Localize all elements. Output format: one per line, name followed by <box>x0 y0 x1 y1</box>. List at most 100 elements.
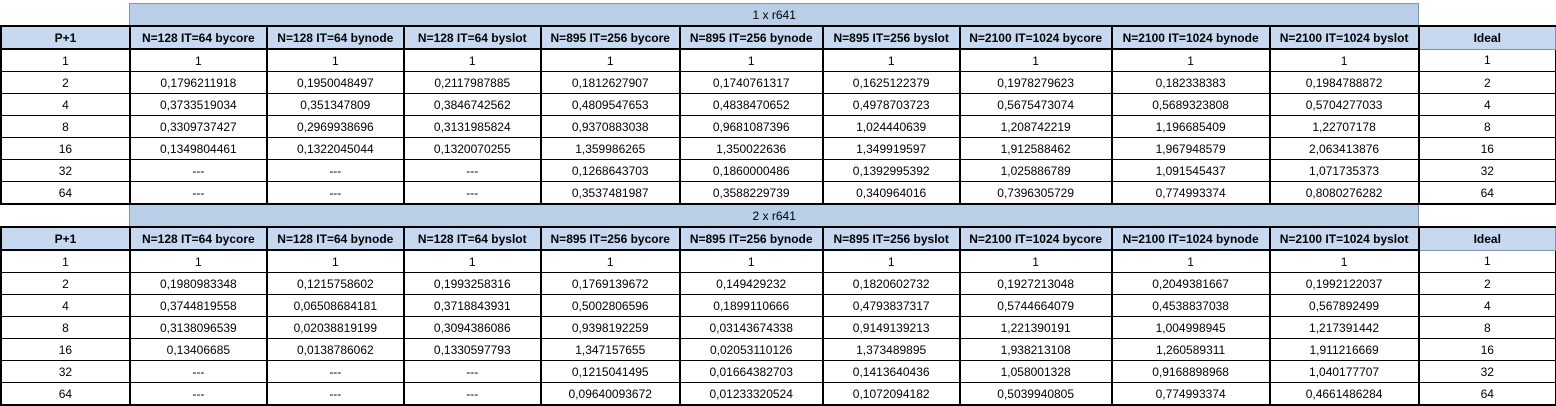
column-header[interactable]: N=895 IT=256 byslot <box>821 226 961 251</box>
value-cell[interactable]: 1,024440639 <box>821 115 961 138</box>
empty-cell[interactable] <box>1418 204 1556 227</box>
value-cell[interactable]: 0,3588229739 <box>678 181 824 205</box>
value-cell[interactable]: --- <box>128 360 268 383</box>
value-cell[interactable]: 0,1625122379 <box>821 71 961 94</box>
value-cell[interactable]: 1,967948579 <box>1110 137 1271 160</box>
value-cell[interactable]: --- <box>402 181 542 205</box>
value-cell[interactable]: 1,221390191 <box>958 316 1113 339</box>
table-title[interactable]: 2 x r641 <box>129 203 1420 227</box>
value-cell[interactable]: 0,5744664079 <box>958 294 1113 317</box>
value-cell[interactable]: 0,2117987885 <box>402 71 542 94</box>
ideal-cell[interactable]: 8 <box>1417 316 1556 339</box>
ideal-cell[interactable]: 1 <box>1417 250 1556 273</box>
value-cell[interactable]: 0,1740761317 <box>678 71 824 94</box>
column-header[interactable]: N=128 IT=64 bynode <box>265 25 405 50</box>
value-cell[interactable]: 1 <box>958 49 1113 72</box>
column-header[interactable]: N=2100 IT=1024 bynode <box>1110 226 1271 251</box>
value-cell[interactable]: 0,4978703723 <box>821 93 961 116</box>
value-cell[interactable]: 0,1349804461 <box>128 137 268 160</box>
value-cell[interactable]: --- <box>128 159 268 182</box>
value-cell[interactable]: 0,06508684181 <box>265 294 405 317</box>
ideal-cell[interactable]: 4 <box>1417 93 1556 116</box>
p-cell[interactable]: 8 <box>0 115 131 138</box>
value-cell[interactable]: 0,1820602732 <box>821 272 961 295</box>
column-header[interactable]: N=2100 IT=1024 bycore <box>958 226 1113 251</box>
value-cell[interactable]: 1,373489895 <box>821 338 961 361</box>
p-cell[interactable]: 16 <box>0 338 131 361</box>
value-cell[interactable]: 0,567892499 <box>1268 294 1420 317</box>
p-cell[interactable]: 32 <box>0 360 131 383</box>
value-cell[interactable]: 0,3309737427 <box>128 115 268 138</box>
ideal-cell[interactable]: 64 <box>1417 181 1556 205</box>
value-cell[interactable]: 0,1322045044 <box>265 137 405 160</box>
column-header[interactable]: N=2100 IT=1024 bycore <box>958 25 1113 50</box>
value-cell[interactable]: 0,1072094182 <box>821 382 961 406</box>
value-cell[interactable]: 0,3733519034 <box>128 93 268 116</box>
value-cell[interactable]: 0,3537481987 <box>539 181 681 205</box>
value-cell[interactable]: 1 <box>958 250 1113 273</box>
value-cell[interactable]: 1 <box>821 250 961 273</box>
column-header[interactable]: N=895 IT=256 bynode <box>678 25 824 50</box>
value-cell[interactable]: 1,347157655 <box>539 338 681 361</box>
value-cell[interactable]: 0,1215041495 <box>539 360 681 383</box>
column-header[interactable]: N=128 IT=64 bynode <box>265 226 405 251</box>
value-cell[interactable]: 0,5039940805 <box>958 382 1113 406</box>
p-cell[interactable]: 4 <box>0 93 131 116</box>
value-cell[interactable]: 1 <box>402 250 542 273</box>
ideal-cell[interactable]: 32 <box>1417 360 1556 383</box>
p-cell[interactable]: 1 <box>0 250 131 273</box>
value-cell[interactable]: 0,3846742562 <box>402 93 542 116</box>
p-cell[interactable]: 16 <box>0 137 131 160</box>
value-cell[interactable]: 0,01233320524 <box>678 382 824 406</box>
p-cell[interactable]: 64 <box>0 181 131 205</box>
value-cell[interactable]: 1,058001328 <box>958 360 1113 383</box>
value-cell[interactable]: 0,1268643703 <box>539 159 681 182</box>
value-cell[interactable]: 0,02053110126 <box>678 338 824 361</box>
column-header[interactable]: N=128 IT=64 byslot <box>402 25 542 50</box>
value-cell[interactable]: 0,4538837038 <box>1110 294 1271 317</box>
value-cell[interactable]: 0,1992122037 <box>1268 272 1420 295</box>
value-cell[interactable]: 0,2049381667 <box>1110 272 1271 295</box>
value-cell[interactable]: 0,4661486284 <box>1268 382 1420 406</box>
column-header[interactable]: N=895 IT=256 bycore <box>539 226 681 251</box>
value-cell[interactable]: 0,3131985824 <box>402 115 542 138</box>
value-cell[interactable]: 1,22707178 <box>1268 115 1420 138</box>
value-cell[interactable]: 0,5689323808 <box>1110 93 1271 116</box>
value-cell[interactable]: 0,9370883038 <box>539 115 681 138</box>
column-header[interactable]: N=895 IT=256 bycore <box>539 25 681 50</box>
value-cell[interactable]: 0,01664382703 <box>678 360 824 383</box>
p-cell[interactable]: 4 <box>0 294 131 317</box>
value-cell[interactable]: --- <box>128 382 268 406</box>
value-cell[interactable]: 0,1330597793 <box>402 338 542 361</box>
value-cell[interactable]: --- <box>402 159 542 182</box>
value-cell[interactable]: --- <box>402 382 542 406</box>
value-cell[interactable]: 0,5704277033 <box>1268 93 1420 116</box>
value-cell[interactable]: 0,340964016 <box>821 181 961 205</box>
value-cell[interactable]: 1,208742219 <box>958 115 1113 138</box>
value-cell[interactable]: 1,025886789 <box>958 159 1113 182</box>
value-cell[interactable]: --- <box>265 360 405 383</box>
ideal-cell[interactable]: 16 <box>1417 338 1556 361</box>
value-cell[interactable]: 0,1993258316 <box>402 272 542 295</box>
value-cell[interactable]: 0,2969938696 <box>265 115 405 138</box>
value-cell[interactable]: 1,911216669 <box>1268 338 1420 361</box>
value-cell[interactable]: 1,196685409 <box>1110 115 1271 138</box>
value-cell[interactable]: 1 <box>402 49 542 72</box>
value-cell[interactable]: 0,4838470652 <box>678 93 824 116</box>
value-cell[interactable]: 0,1796211918 <box>128 71 268 94</box>
ideal-cell[interactable]: 1 <box>1417 49 1556 72</box>
value-cell[interactable]: 1,091545437 <box>1110 159 1271 182</box>
ideal-cell[interactable]: 2 <box>1417 272 1556 295</box>
value-cell[interactable]: --- <box>402 360 542 383</box>
table-title[interactable]: 1 x r641 <box>129 3 1420 26</box>
empty-cell[interactable] <box>1418 3 1556 26</box>
value-cell[interactable]: 0,5002806596 <box>539 294 681 317</box>
value-cell[interactable]: 0,3138096539 <box>128 316 268 339</box>
value-cell[interactable]: 1 <box>1268 250 1420 273</box>
p-cell[interactable]: 32 <box>0 159 131 182</box>
column-header[interactable]: N=128 IT=64 bycore <box>128 226 268 251</box>
value-cell[interactable]: 0,1980983348 <box>128 272 268 295</box>
column-header[interactable]: N=895 IT=256 bynode <box>678 226 824 251</box>
value-cell[interactable]: 1,071735373 <box>1268 159 1420 182</box>
value-cell[interactable]: 2,063413876 <box>1268 137 1420 160</box>
